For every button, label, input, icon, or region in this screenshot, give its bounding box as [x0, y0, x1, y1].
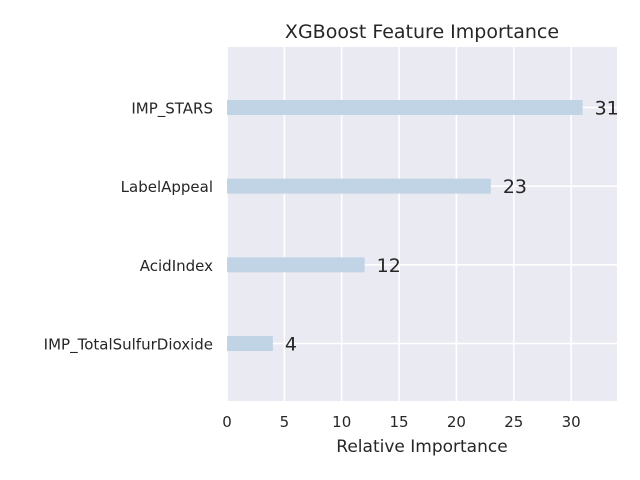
x-axis-label: Relative Importance	[336, 437, 507, 457]
bar-value-label: 12	[377, 255, 401, 277]
chart-title: XGBoost Feature Importance	[285, 21, 559, 43]
x-tick-label: 5	[280, 413, 290, 431]
bar	[227, 178, 491, 194]
x-tick-label: 25	[504, 413, 523, 431]
bar	[227, 336, 273, 351]
value-labels: 31 23 12 4	[285, 98, 619, 356]
bar	[227, 100, 583, 115]
category-label: LabelAppeal	[121, 178, 213, 196]
bar-value-label: 4	[285, 334, 297, 356]
category-label: AcidIndex	[140, 257, 213, 275]
x-tick-label: 10	[332, 413, 351, 431]
x-tick-label: 15	[390, 413, 409, 431]
x-tick-label: 30	[562, 413, 581, 431]
bar-value-label: 31	[595, 98, 619, 120]
category-label: IMP_TotalSulfurDioxide	[44, 336, 213, 355]
bars	[227, 100, 583, 351]
x-tick-label: 0	[222, 413, 232, 431]
category-labels: IMP_STARS LabelAppeal AcidIndex IMP_TotalSu…	[44, 100, 213, 355]
category-label: IMP_STARS	[131, 100, 213, 119]
x-tick-labels: 0 5 10 15 20 25 30	[222, 413, 580, 431]
x-tick-label: 20	[447, 413, 466, 431]
bar-value-label: 23	[503, 176, 527, 198]
bar	[227, 257, 365, 273]
